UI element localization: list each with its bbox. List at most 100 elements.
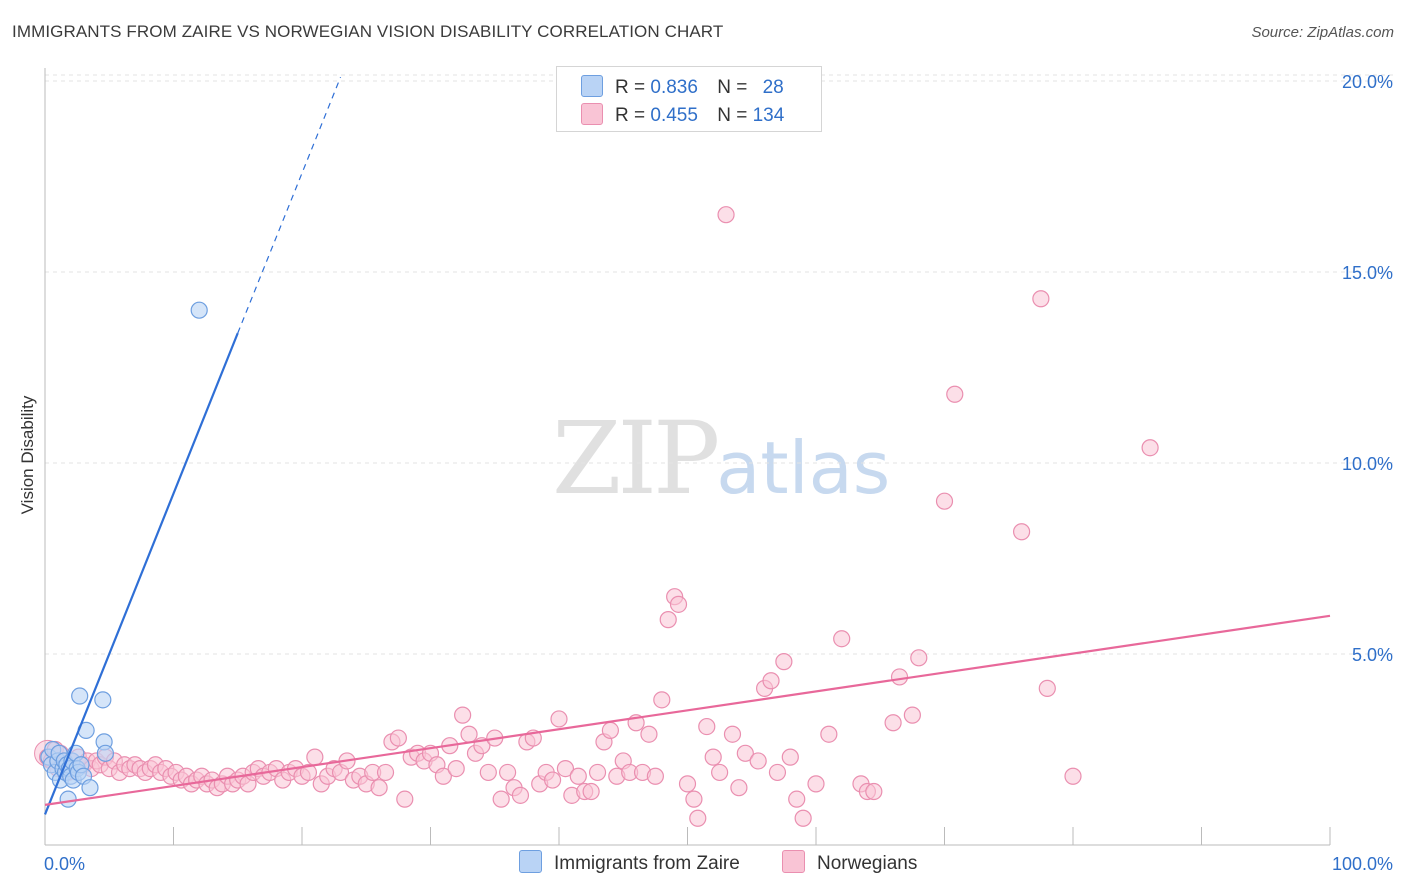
bottom-legend-norwegians[interactable]: Norwegians bbox=[782, 850, 917, 875]
norwegians-point bbox=[299, 763, 318, 782]
norwegians-swatch bbox=[581, 103, 603, 125]
norwegians-point bbox=[903, 706, 921, 724]
legend-zaire-n-value: 28 bbox=[762, 77, 784, 98]
zaire-trend-extension bbox=[237, 76, 342, 334]
norwegians-point bbox=[460, 725, 478, 743]
norwegians-point bbox=[646, 767, 664, 785]
norwegians-point bbox=[698, 717, 716, 736]
axes bbox=[44, 68, 1331, 846]
norwegians-point bbox=[640, 725, 658, 743]
norwegians-point bbox=[1141, 439, 1159, 457]
watermark-atlas: atlas bbox=[716, 426, 891, 510]
norwegians-point bbox=[499, 763, 517, 782]
norwegians-point bbox=[550, 710, 568, 728]
norwegians-point bbox=[492, 790, 510, 808]
norwegians-point bbox=[781, 748, 799, 766]
legend-row-zaire: R = 0.836 N = 28 bbox=[581, 75, 784, 99]
norwegians-point bbox=[704, 748, 722, 766]
norwegians-point bbox=[890, 668, 909, 686]
zaire-point bbox=[96, 744, 114, 762]
legend-zaire-n-label: N = bbox=[717, 77, 748, 98]
norwegians-point bbox=[794, 809, 812, 827]
norwegians-point bbox=[833, 630, 851, 648]
norwegians-point bbox=[569, 767, 587, 785]
norwegians-point bbox=[659, 611, 677, 629]
zaire-point bbox=[71, 687, 89, 705]
tick-labels: 5.0% 10.0% 15.0% 20.0% 0.0% 100.0% bbox=[44, 72, 1393, 874]
norwegians-point bbox=[711, 763, 729, 782]
norwegians-point bbox=[775, 653, 793, 671]
norwegians-point bbox=[730, 779, 748, 797]
norwegians-point bbox=[306, 748, 324, 766]
norwegians-point bbox=[1032, 290, 1050, 308]
norwegians-point bbox=[685, 790, 703, 808]
legend-norwegians-n-value: 134 bbox=[752, 105, 785, 126]
norwegians-point bbox=[588, 763, 607, 782]
norwegians-point bbox=[389, 729, 407, 747]
legend-norwegians-r-value: 0.455 bbox=[650, 105, 698, 126]
norwegians-point bbox=[865, 782, 883, 801]
y-tick-label: 20.0% bbox=[1342, 72, 1393, 92]
zaire-point bbox=[81, 779, 99, 797]
watermark: ZIPatlas bbox=[552, 400, 890, 517]
norwegians-point bbox=[884, 714, 902, 732]
legend-zaire-r-label: R = bbox=[615, 77, 646, 98]
norwegians-point bbox=[434, 767, 452, 785]
zaire-point bbox=[190, 301, 208, 319]
norwegians-point bbox=[1064, 767, 1082, 785]
grid-lines bbox=[45, 74, 1393, 655]
norwegians-points bbox=[34, 206, 1159, 827]
legend-norwegians-r-label: R = bbox=[615, 105, 646, 126]
norwegians-point bbox=[717, 206, 735, 224]
norwegians-point bbox=[820, 725, 838, 743]
zaire-point bbox=[94, 691, 112, 709]
y-axis-label: Vision Disability bbox=[18, 395, 37, 515]
norwegians-point bbox=[807, 775, 825, 793]
bottom-legend-zaire[interactable]: Immigrants from Zaire bbox=[519, 850, 740, 875]
norwegians-point bbox=[653, 691, 671, 709]
zaire-points bbox=[40, 301, 208, 808]
x-tick-label: 100.0% bbox=[1332, 854, 1393, 874]
norwegians-point bbox=[1012, 523, 1031, 541]
stats-legend: R = 0.836 N = 28 R = 0.455 N = 134 bbox=[556, 66, 822, 132]
zaire-point bbox=[59, 790, 77, 808]
norwegians-point bbox=[601, 721, 620, 740]
zaire-legend-swatch bbox=[519, 850, 542, 873]
norwegians-trend-line bbox=[44, 614, 1331, 806]
norwegians-point bbox=[582, 782, 600, 801]
norwegians-point bbox=[736, 744, 754, 762]
chart-source: Source: ZipAtlas.com bbox=[1251, 24, 1394, 41]
norwegians-point bbox=[543, 771, 562, 789]
norwegians-point bbox=[762, 672, 780, 690]
norwegians-point bbox=[370, 779, 388, 797]
norwegians-point bbox=[689, 809, 707, 827]
bottom-legend-norwegians-label: Norwegians bbox=[817, 853, 918, 874]
norwegians-point bbox=[1038, 679, 1056, 697]
zaire-trend-line bbox=[43, 332, 239, 815]
trend-lines bbox=[43, 76, 1331, 815]
norwegians-point bbox=[946, 385, 964, 403]
legend-zaire-r-value: 0.836 bbox=[650, 77, 698, 98]
norwegians-point bbox=[678, 775, 697, 793]
norwegians-point bbox=[376, 763, 395, 782]
legend-row-norwegians: R = 0.455 N = 134 bbox=[581, 103, 784, 127]
norwegians-point bbox=[447, 759, 465, 778]
norwegians-point bbox=[788, 790, 806, 808]
norwegians-point bbox=[479, 763, 497, 782]
norwegians-point bbox=[454, 706, 472, 724]
y-tick-label: 5.0% bbox=[1352, 645, 1393, 665]
norwegians-point bbox=[556, 759, 575, 778]
y-tick-label: 15.0% bbox=[1342, 263, 1393, 283]
norwegians-legend-swatch bbox=[782, 850, 805, 873]
y-tick-label: 10.0% bbox=[1342, 454, 1393, 474]
norwegians-point bbox=[935, 492, 954, 510]
norwegians-point bbox=[768, 763, 787, 782]
bottom-legend-zaire-label: Immigrants from Zaire bbox=[554, 853, 740, 874]
norwegians-point bbox=[749, 752, 767, 770]
legend-norwegians-n-label: N = bbox=[717, 105, 748, 126]
norwegians-point bbox=[396, 790, 414, 808]
x-tick-label: 0.0% bbox=[44, 854, 85, 874]
norwegians-point bbox=[511, 786, 530, 804]
norwegians-point bbox=[723, 725, 742, 743]
